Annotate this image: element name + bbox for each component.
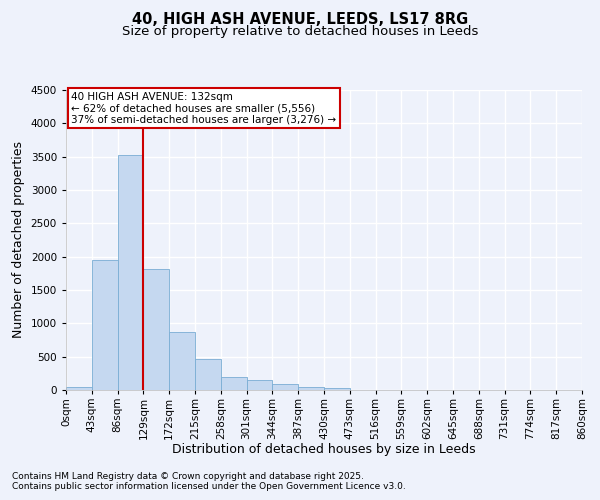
Text: Contains HM Land Registry data © Crown copyright and database right 2025.: Contains HM Land Registry data © Crown c… [12,472,364,481]
Bar [298,386,324,390]
Bar [118,154,143,390]
Bar [143,268,169,390]
Bar [169,332,195,390]
Bar [92,260,118,390]
Bar [66,386,92,390]
Text: Size of property relative to detached houses in Leeds: Size of property relative to detached ho… [122,25,478,38]
Bar [272,384,298,390]
Bar [195,360,221,390]
Bar [324,388,350,390]
Bar [247,380,272,390]
X-axis label: Distribution of detached houses by size in Leeds: Distribution of detached houses by size … [172,443,476,456]
Bar [221,377,247,390]
Y-axis label: Number of detached properties: Number of detached properties [12,142,25,338]
Text: 40 HIGH ASH AVENUE: 132sqm
← 62% of detached houses are smaller (5,556)
37% of s: 40 HIGH ASH AVENUE: 132sqm ← 62% of deta… [71,92,336,124]
Text: 40, HIGH ASH AVENUE, LEEDS, LS17 8RG: 40, HIGH ASH AVENUE, LEEDS, LS17 8RG [132,12,468,28]
Text: Contains public sector information licensed under the Open Government Licence v3: Contains public sector information licen… [12,482,406,491]
